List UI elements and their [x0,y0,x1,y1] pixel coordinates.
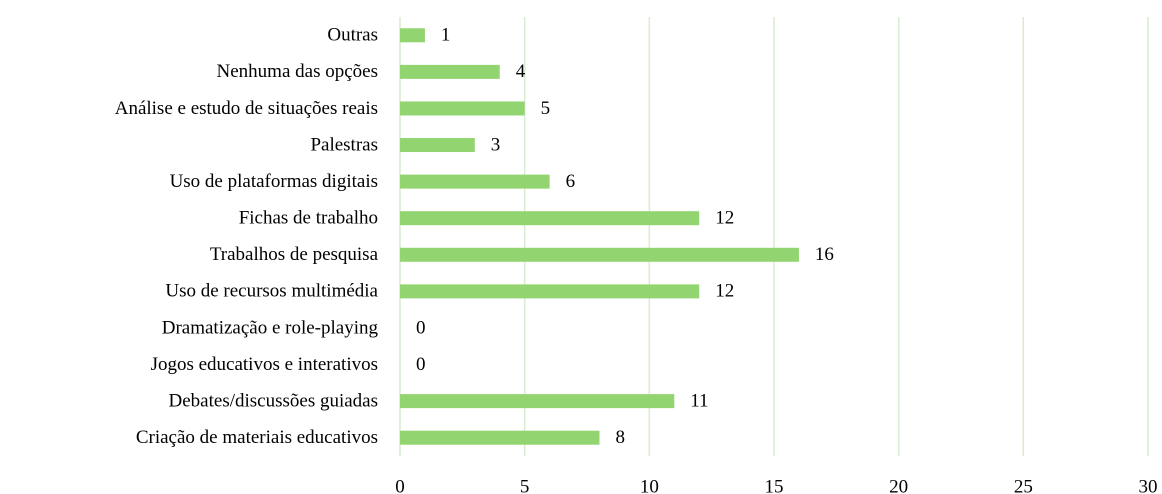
value-label: 4 [516,61,526,82]
x-tick-label: 30 [1139,476,1158,494]
value-label: 12 [715,281,734,302]
y-tick-label: Palestras [310,134,378,155]
y-tick-label: Nenhuma das opções [217,61,378,82]
y-tick-label: Dramatização e role-playing [162,317,379,338]
bar [400,138,475,153]
x-tick-label: 25 [1014,476,1033,494]
value-label: 11 [690,390,708,411]
y-tick-label: Debates/discussões guiadas [169,390,378,411]
bar [400,430,600,445]
y-tick-label: Fichas de trabalho [239,208,378,229]
value-label: 5 [541,98,551,119]
bar [400,174,550,189]
bar [400,211,700,226]
value-label: 6 [566,171,576,192]
bar [400,394,675,409]
y-tick-label: Jogos educativos e interativos [151,354,378,375]
bar [400,247,799,262]
y-tick-label: Análise e estudo de situações reais [115,98,378,119]
x-tick-label: 5 [520,476,530,494]
value-label: 1 [441,25,451,46]
value-label: 0 [416,317,426,338]
value-label: 3 [491,134,501,155]
value-label: 16 [815,244,834,265]
bar [400,64,500,79]
y-tick-label: Uso de plataformas digitais [170,171,378,192]
x-tick-label: 10 [640,476,659,494]
bar [400,28,425,43]
bar [400,101,525,116]
y-tick-label: Outras [327,25,378,46]
value-label: 12 [715,208,734,229]
y-tick-label: Criação de materiais educativos [136,427,378,448]
x-tick-label: 0 [395,476,405,494]
value-label: 0 [416,354,426,375]
bar [400,284,700,299]
x-tick-label: 15 [765,476,784,494]
y-tick-label: Uso de recursos multimédia [165,281,378,302]
value-label: 8 [615,427,625,448]
y-tick-label: Trabalhos de pesquisa [210,244,379,265]
x-tick-label: 20 [889,476,908,494]
